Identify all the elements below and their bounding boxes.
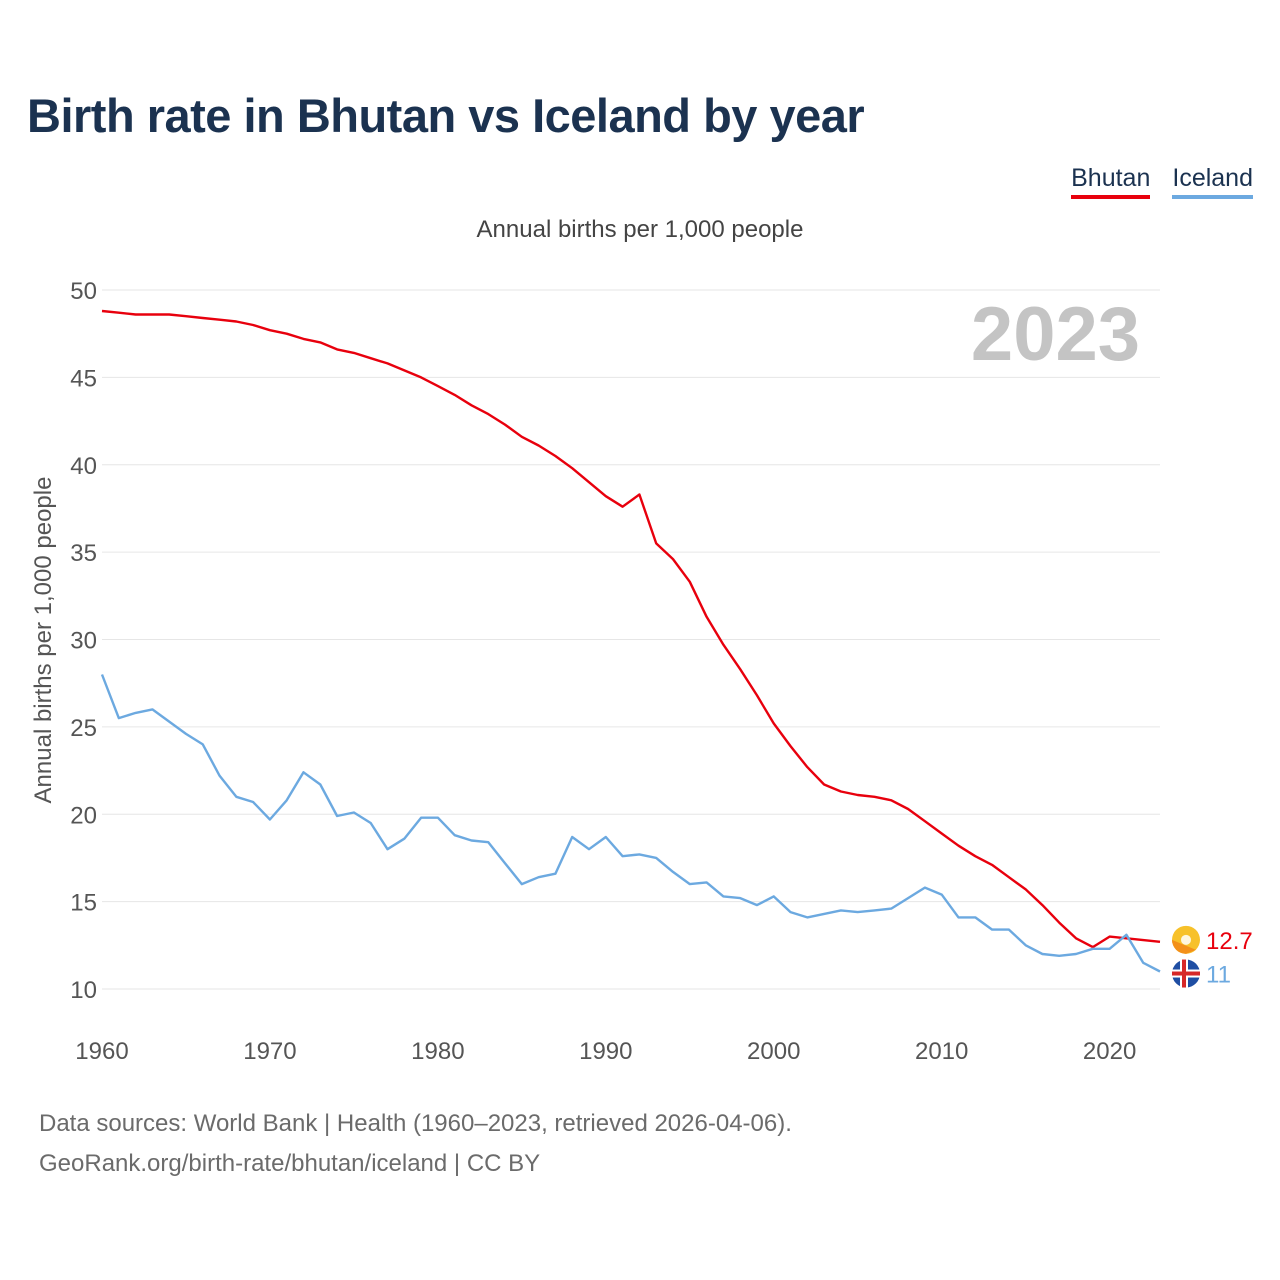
series-line-bhutan (101, 309, 1161, 949)
x-tick-label-1970: 1970 (243, 1038, 296, 1065)
bhutan-flag-dragon (1181, 934, 1191, 945)
footer: Data sources: World Bank | Health (1960–… (39, 1104, 792, 1184)
y-axis-ticks: 10 15 20 25 30 35 40 45 50 (70, 278, 97, 1004)
y-tick-label-15: 15 (70, 890, 97, 917)
x-tick-label-2010: 2010 (915, 1038, 968, 1065)
bhutan-flag-icon (1172, 925, 1200, 954)
y-axis-label: Annual births per 1,000 people (30, 477, 57, 804)
legend: Bhutan Iceland (1071, 164, 1253, 199)
chart-title: Birth rate in Bhutan vs Iceland by year (27, 89, 865, 142)
y-tick-label-30: 30 (70, 628, 97, 655)
iceland-flag-icon (1172, 959, 1200, 988)
x-tick-label-1990: 1990 (579, 1038, 632, 1065)
x-tick-label-2020: 2020 (1083, 1038, 1136, 1065)
end-labels: 12.7 11 (1172, 925, 1253, 989)
y-tick-label-40: 40 (70, 453, 97, 480)
footer-link[interactable]: GeoRank.org/birth-rate/bhutan/iceland | … (39, 1150, 541, 1177)
y-tick-label-25: 25 (70, 715, 97, 742)
bhutan-flag-orange (1172, 939, 1196, 954)
end-label-iceland: 11 (1206, 962, 1231, 989)
end-label-bhutan: 12.7 (1206, 928, 1253, 955)
x-tick-label-2000: 2000 (747, 1038, 800, 1065)
series (100, 309, 1161, 973)
y-tick-label-20: 20 (70, 802, 97, 829)
x-tick-label-1980: 1980 (411, 1038, 464, 1065)
y-tick-label-50: 50 (70, 278, 97, 305)
y-tick-label-10: 10 (70, 977, 97, 1004)
x-tick-label-1960: 1960 (75, 1038, 128, 1065)
series-line-iceland (100, 674, 1161, 973)
legend-item-bhutan[interactable]: Bhutan (1071, 164, 1151, 199)
chart-subtitle: Annual births per 1,000 people (476, 216, 804, 243)
year-watermark: 2023 (971, 292, 1140, 377)
y-tick-label-45: 45 (70, 365, 97, 392)
footer-sources: Data sources: World Bank | Health (1960–… (39, 1110, 792, 1137)
y-tick-label-35: 35 (70, 540, 97, 567)
grid (102, 289, 1160, 990)
legend-item-iceland[interactable]: Iceland (1172, 164, 1253, 199)
iceland-flag-red-v (1182, 959, 1186, 988)
x-axis-ticks: 1960 1970 1980 1990 2000 2010 2020 (75, 1038, 1136, 1065)
